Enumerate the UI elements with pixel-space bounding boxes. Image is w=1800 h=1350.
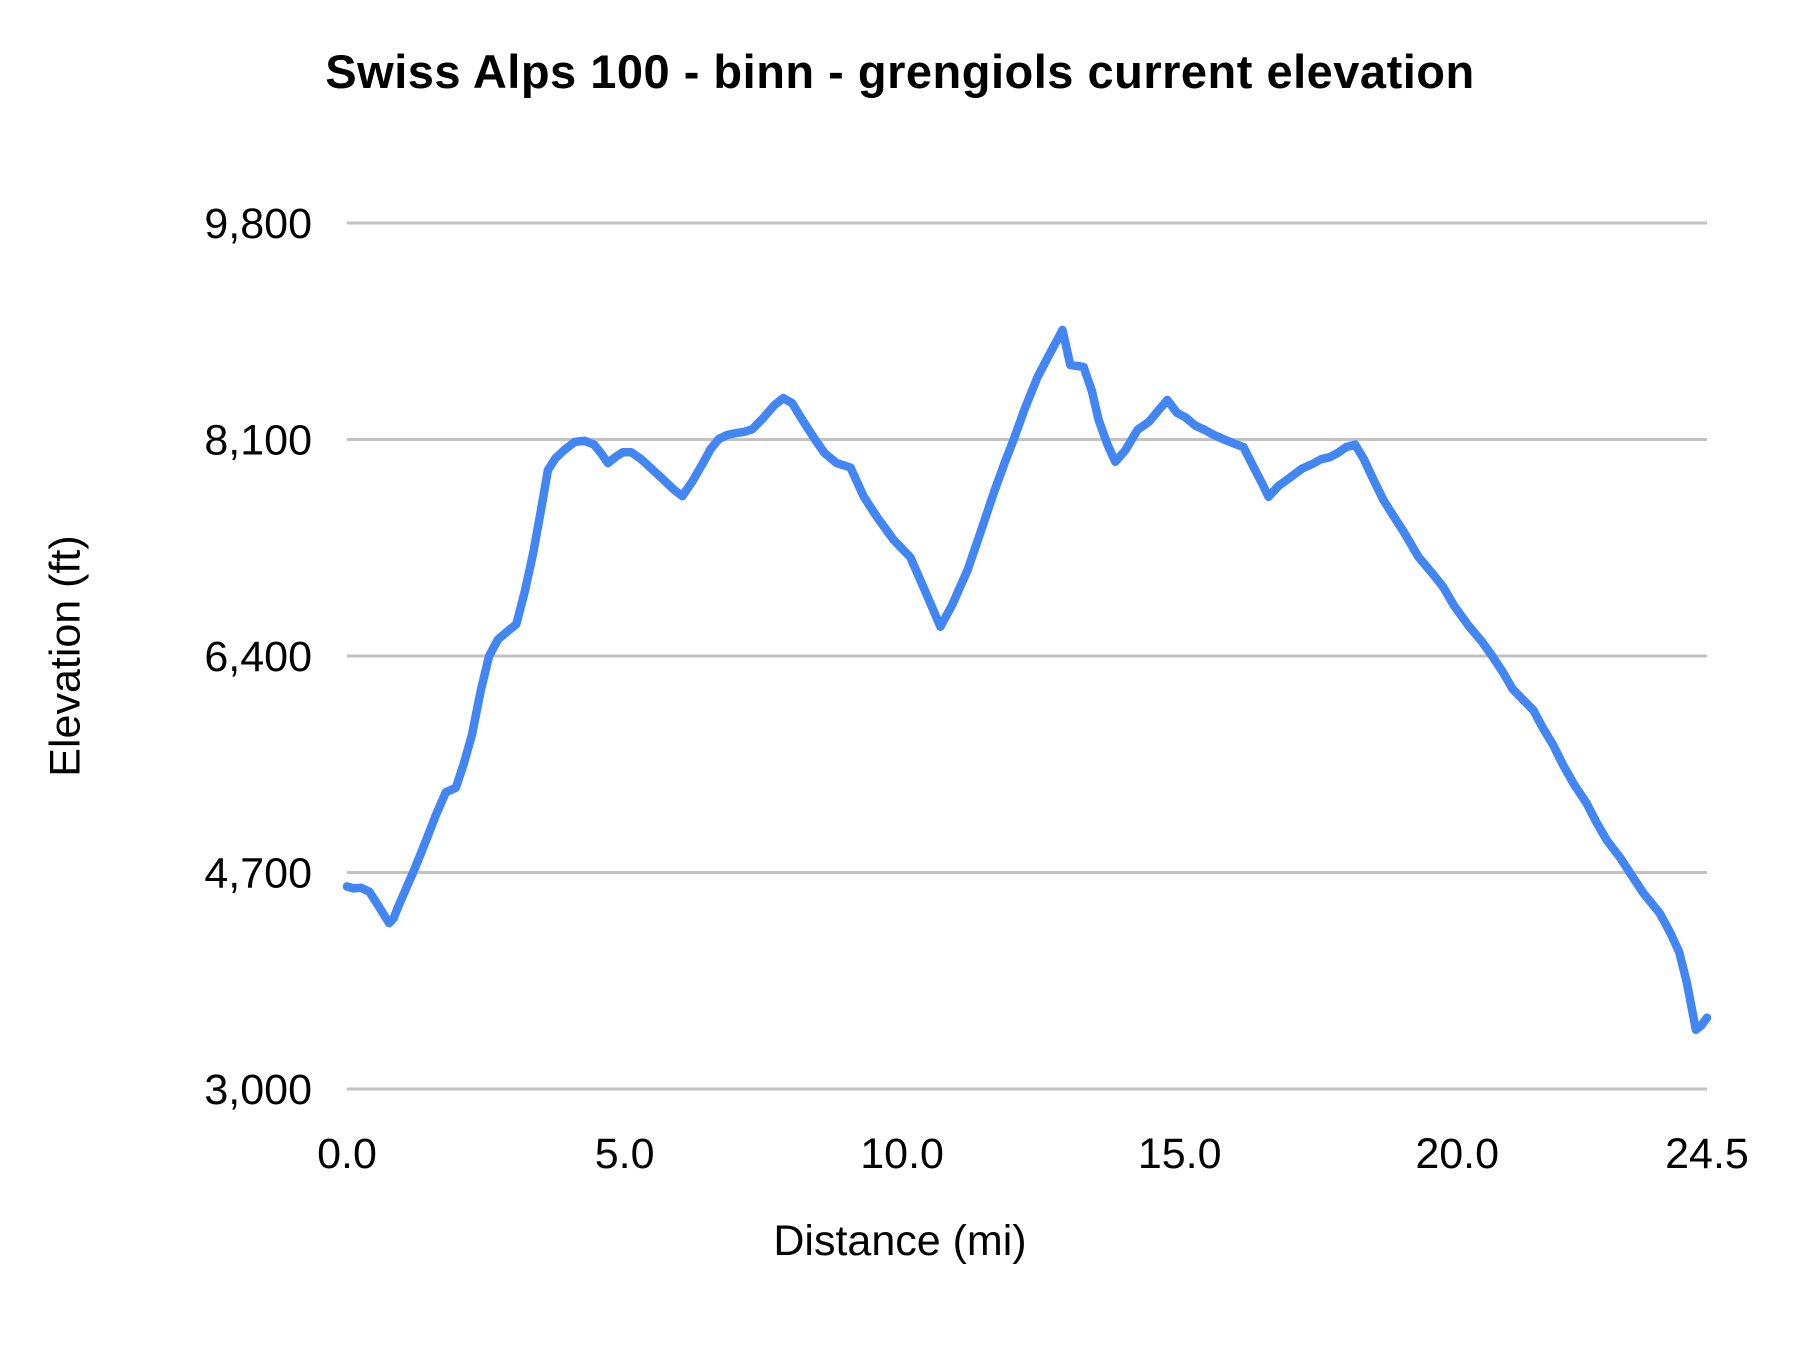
y-axis-tick-labels: 9,800 8,100 6,400 4,700 3,000 xyxy=(204,200,312,1114)
chart-title: Swiss Alps 100 - binn - grengiols curren… xyxy=(325,45,1475,98)
x-axis-tick-labels: 0.0 5.0 10.0 15.0 20.0 24.5 xyxy=(317,1130,1749,1178)
y-tick-label: 6,400 xyxy=(204,633,312,681)
x-tick-label: 15.0 xyxy=(1138,1130,1222,1178)
y-tick-label: 8,100 xyxy=(204,417,312,465)
y-tick-label: 9,800 xyxy=(204,200,312,248)
y-tick-label: 4,700 xyxy=(204,850,312,898)
x-tick-label: 10.0 xyxy=(860,1130,944,1178)
x-tick-label: 0.0 xyxy=(317,1130,377,1178)
x-axis-title: Distance (mi) xyxy=(773,1217,1027,1265)
gridlines xyxy=(347,221,1707,1091)
y-tick-label: 3,000 xyxy=(204,1066,312,1114)
x-tick-label: 24.5 xyxy=(1665,1130,1749,1178)
x-tick-label: 5.0 xyxy=(595,1130,655,1178)
elevation-line xyxy=(342,325,1712,1035)
x-tick-label: 20.0 xyxy=(1415,1130,1499,1178)
